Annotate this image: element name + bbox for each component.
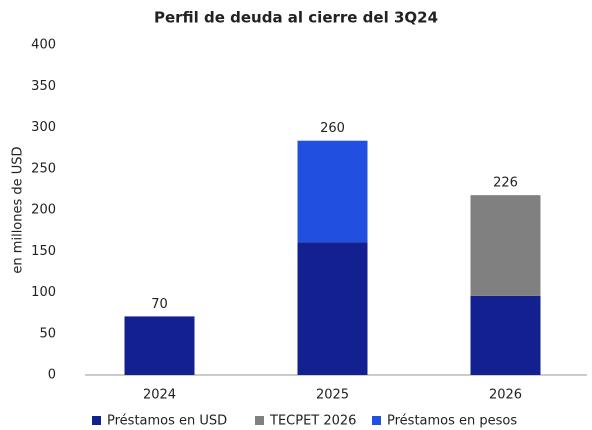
y-tick-label: 250 [31,161,56,176]
legend-swatch [255,416,264,425]
legend-label: Préstamos en pesos [387,414,517,429]
y-tick-label: 0 [48,368,56,383]
legend-swatch [92,416,101,425]
y-tick-label: 400 [31,38,56,53]
total-label: 226 [493,176,518,191]
y-tick-label: 50 [39,326,56,341]
legend-label: Préstamos en USD [107,414,227,429]
y-tick-label: 300 [31,120,56,135]
bar-segment [297,242,368,375]
y-tick-label: 200 [31,203,56,218]
bar-segment [124,316,195,375]
total-label: 70 [151,297,168,312]
bar-segment [470,295,541,375]
y-tick-label: 150 [31,244,56,259]
bar-segment [297,140,368,243]
x-tick-label: 2026 [489,388,522,403]
legend-label: TECPET 2026 [269,414,356,429]
y-tick-label: 100 [31,285,56,300]
chart-title: Perfil de deuda al cierre del 3Q24 [154,9,438,27]
y-tick-label: 350 [31,79,56,94]
x-tick-label: 2024 [143,388,176,403]
bar-segment [470,195,541,296]
x-tick-label: 2025 [316,388,349,403]
y-axis-label: en millones de USD [11,146,26,273]
legend-swatch [372,416,381,425]
total-label: 260 [320,121,345,136]
